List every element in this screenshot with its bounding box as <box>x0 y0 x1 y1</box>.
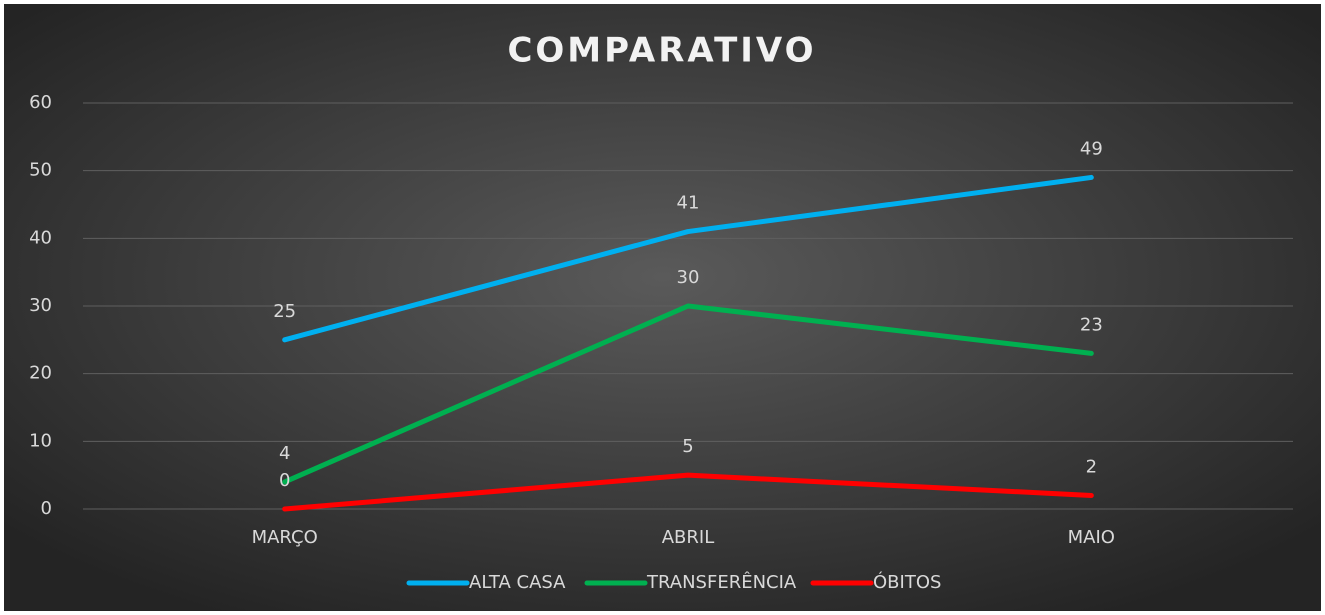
y-tick-label: 0 <box>41 498 52 519</box>
data-label: 5 <box>682 436 693 457</box>
y-tick-label: 30 <box>29 295 52 316</box>
series-line <box>282 174 1094 343</box>
legend-label: TRANSFERÊNCIA <box>646 571 797 593</box>
data-label: 4 <box>279 443 290 464</box>
data-label: 25 <box>273 301 296 322</box>
x-tick-label: MAIO <box>1068 527 1115 548</box>
chart-title: COMPARATIVO <box>507 31 816 71</box>
x-tick-label: MARÇO <box>252 527 318 548</box>
data-label: 0 <box>279 470 290 491</box>
data-label: 2 <box>1086 456 1097 477</box>
y-tick-label: 10 <box>29 430 52 451</box>
legend-label: ALTA CASA <box>469 572 566 593</box>
chart-background <box>4 4 1321 611</box>
x-tick-label: ABRIL <box>662 527 715 548</box>
y-tick-label: 20 <box>29 363 52 384</box>
y-tick-label: 60 <box>29 92 52 113</box>
data-label: 41 <box>677 193 700 214</box>
data-label: 49 <box>1080 138 1103 159</box>
series-line <box>282 303 1094 485</box>
legend-label: ÓBITOS <box>873 571 941 593</box>
y-tick-label: 50 <box>29 160 52 181</box>
series-line <box>282 472 1094 512</box>
data-label: 23 <box>1080 314 1103 335</box>
y-tick-label: 40 <box>29 227 52 248</box>
data-label: 30 <box>677 267 700 288</box>
